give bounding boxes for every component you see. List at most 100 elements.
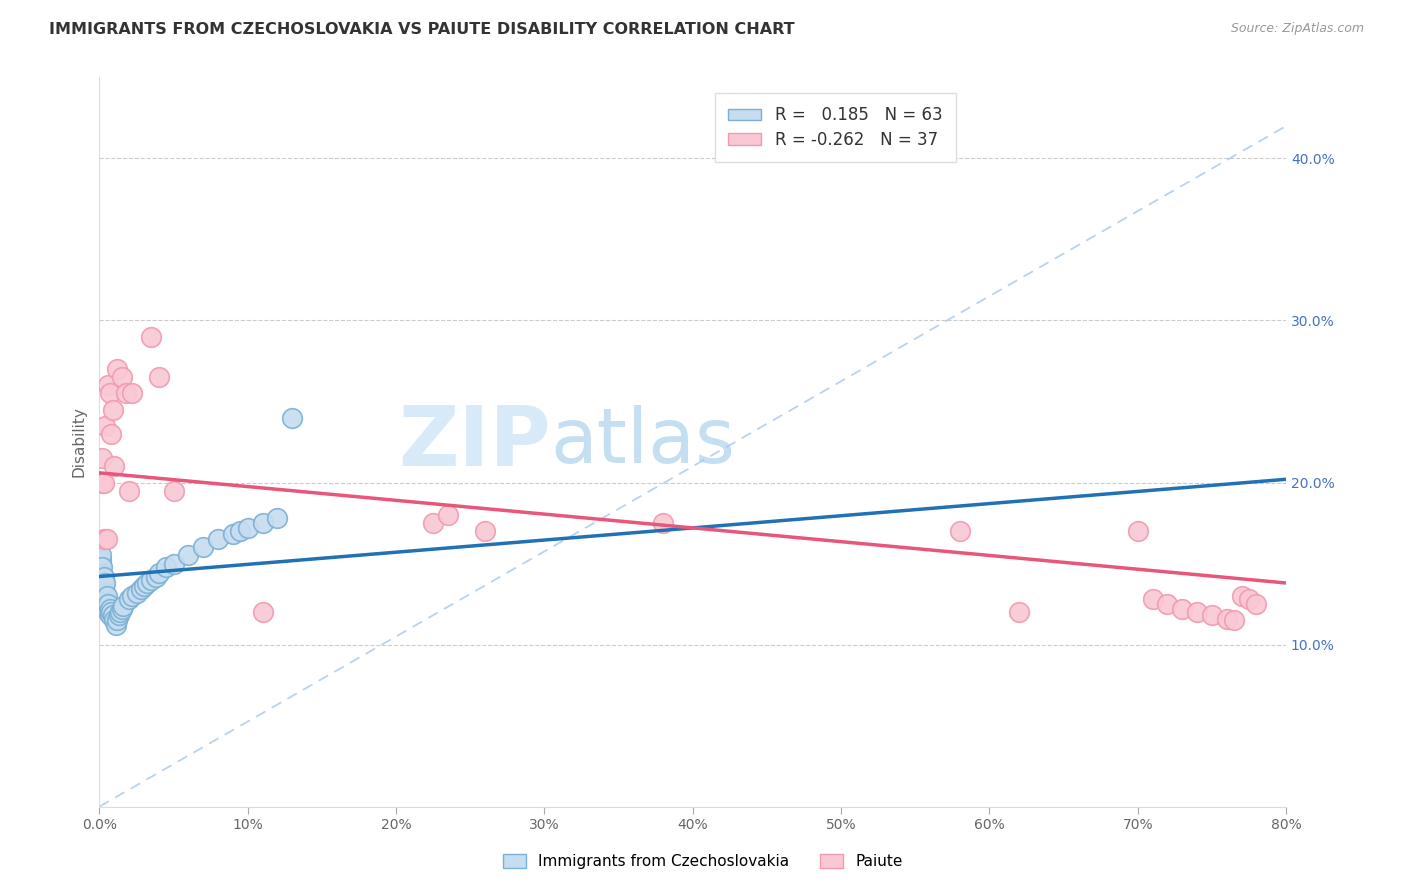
Point — [652, 516, 675, 530]
Point — [93, 576, 115, 591]
Point — [90, 565, 112, 579]
Point — [96, 589, 118, 603]
Point — [97, 378, 120, 392]
Point — [474, 524, 496, 538]
Point — [93, 581, 115, 595]
Point — [96, 597, 118, 611]
Y-axis label: Disability: Disability — [72, 407, 86, 477]
Point — [155, 559, 177, 574]
Point — [1156, 597, 1178, 611]
Point — [112, 599, 135, 613]
Point — [94, 576, 117, 591]
Point — [97, 597, 120, 611]
Point — [1230, 589, 1253, 603]
Point — [90, 573, 112, 587]
Text: IMMIGRANTS FROM CZECHOSLOVAKIA VS PAIUTE DISABILITY CORRELATION CHART: IMMIGRANTS FROM CZECHOSLOVAKIA VS PAIUTE… — [49, 22, 794, 37]
Point — [91, 567, 114, 582]
Legend: Immigrants from Czechoslovakia, Paiute: Immigrants from Czechoslovakia, Paiute — [498, 848, 908, 875]
Point — [162, 557, 184, 571]
Point — [90, 581, 112, 595]
Point — [437, 508, 460, 522]
Point — [91, 581, 114, 595]
Point — [93, 533, 115, 547]
Point — [236, 521, 259, 535]
Point — [1171, 602, 1194, 616]
Point — [118, 483, 141, 498]
Point — [90, 553, 112, 567]
Point — [207, 533, 229, 547]
Point — [103, 613, 125, 627]
Point — [100, 605, 122, 619]
Point — [281, 410, 304, 425]
Point — [98, 386, 121, 401]
Point — [1246, 597, 1268, 611]
Point — [1126, 524, 1149, 538]
Point — [91, 573, 114, 587]
Point — [177, 549, 200, 563]
Point — [252, 516, 274, 530]
Point — [94, 585, 117, 599]
Point — [115, 386, 138, 401]
Point — [125, 585, 148, 599]
Point — [104, 618, 127, 632]
Point — [111, 602, 134, 616]
Point — [1201, 608, 1223, 623]
Point — [129, 582, 152, 597]
Point — [193, 541, 215, 555]
Point — [93, 475, 115, 490]
Point — [1008, 605, 1031, 619]
Point — [111, 370, 134, 384]
Point — [90, 559, 112, 574]
Point — [949, 524, 972, 538]
Point — [222, 527, 245, 541]
Point — [94, 597, 117, 611]
Point — [252, 605, 274, 619]
Point — [90, 576, 112, 591]
Point — [100, 426, 122, 441]
Point — [101, 402, 124, 417]
Point — [141, 573, 163, 587]
Point — [121, 386, 143, 401]
Point — [1185, 605, 1208, 619]
Point — [101, 608, 124, 623]
Point — [93, 592, 115, 607]
Point — [1237, 592, 1260, 607]
Point — [1142, 592, 1164, 607]
Point — [105, 362, 128, 376]
Point — [103, 459, 125, 474]
Point — [96, 602, 118, 616]
Point — [91, 475, 114, 490]
Point — [422, 516, 444, 530]
Point — [91, 576, 114, 591]
Point — [91, 559, 114, 574]
Point — [118, 592, 141, 607]
Point — [96, 533, 118, 547]
Text: atlas: atlas — [550, 405, 735, 479]
Legend: R =   0.185   N = 63, R = -0.262   N = 37: R = 0.185 N = 63, R = -0.262 N = 37 — [714, 93, 956, 162]
Point — [105, 613, 128, 627]
Point — [91, 597, 114, 611]
Point — [90, 557, 112, 571]
Text: ZIP: ZIP — [398, 401, 550, 483]
Point — [148, 566, 170, 581]
Point — [145, 569, 167, 583]
Point — [108, 605, 131, 619]
Point — [94, 592, 117, 607]
Point — [91, 585, 114, 599]
Point — [135, 576, 157, 591]
Point — [93, 569, 115, 583]
Point — [121, 589, 143, 603]
Point — [90, 589, 112, 603]
Point — [162, 483, 184, 498]
Point — [90, 549, 112, 563]
Point — [141, 329, 163, 343]
Point — [132, 579, 155, 593]
Point — [148, 370, 170, 384]
Point — [91, 451, 114, 466]
Point — [93, 585, 115, 599]
Point — [98, 608, 121, 623]
Point — [107, 608, 129, 623]
Point — [91, 592, 114, 607]
Point — [90, 569, 112, 583]
Text: Source: ZipAtlas.com: Source: ZipAtlas.com — [1230, 22, 1364, 36]
